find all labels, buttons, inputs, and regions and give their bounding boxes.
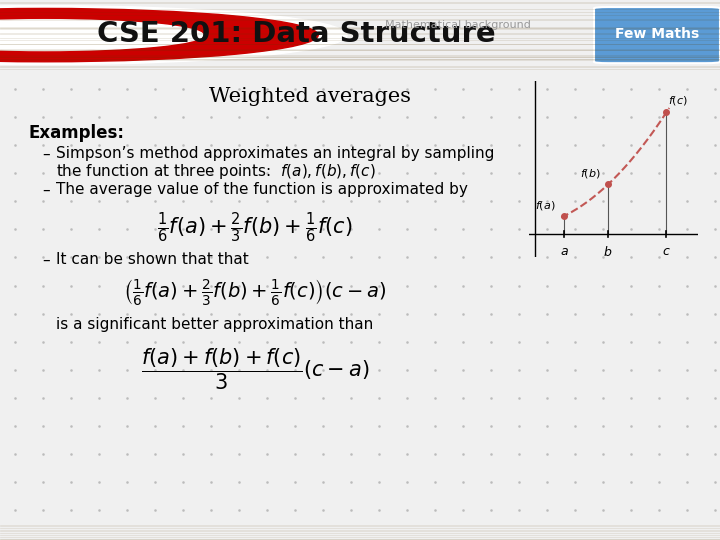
Text: $f(c)$: $f(c)$ (667, 94, 688, 107)
Text: –: – (42, 146, 50, 161)
Text: The average value of the function is approximated by: The average value of the function is app… (56, 183, 468, 197)
Text: –: – (42, 183, 50, 197)
Text: Few Maths: Few Maths (614, 26, 699, 40)
Circle shape (0, 9, 318, 62)
Text: $a$: $a$ (559, 245, 569, 258)
Text: Examples:: Examples: (28, 124, 124, 142)
Text: is a significant better approximation than: is a significant better approximation th… (56, 316, 373, 332)
Text: $c$: $c$ (662, 245, 670, 258)
Text: $\left(\frac{1}{6}f(a)+\frac{2}{3}f(b)+\frac{1}{6}f(c)\right)(c-a)$: $\left(\frac{1}{6}f(a)+\frac{2}{3}f(b)+\… (123, 276, 387, 307)
Text: Simpson’s method approximates an integral by sampling: Simpson’s method approximates an integra… (56, 146, 495, 161)
Text: CSE 201: Data Structure: CSE 201: Data Structure (97, 19, 496, 48)
Text: $b$: $b$ (603, 245, 613, 259)
Text: the function at three points:  $f(a), f(b), f(c)$: the function at three points: $f(a), f(b… (56, 163, 376, 181)
Text: $\frac{1}{6}f(a)+\frac{2}{3}f(b)+\frac{1}{6}f(c)$: $\frac{1}{6}f(a)+\frac{2}{3}f(b)+\frac{1… (157, 211, 353, 245)
Circle shape (0, 19, 203, 51)
Text: $f(a)$: $f(a)$ (535, 199, 555, 212)
FancyBboxPatch shape (594, 7, 720, 63)
Text: $\dfrac{f(a)+f(b)+f(c)}{3}(c-a)$: $\dfrac{f(a)+f(b)+f(c)}{3}(c-a)$ (140, 347, 369, 392)
Text: –: – (42, 253, 50, 267)
Circle shape (0, 5, 347, 65)
Text: $f(b)$: $f(b)$ (580, 167, 600, 180)
Text: Mathematical background: Mathematical background (385, 19, 531, 30)
Text: Weighted averages: Weighted averages (209, 87, 411, 106)
Text: It can be shown that that: It can be shown that that (56, 253, 248, 267)
